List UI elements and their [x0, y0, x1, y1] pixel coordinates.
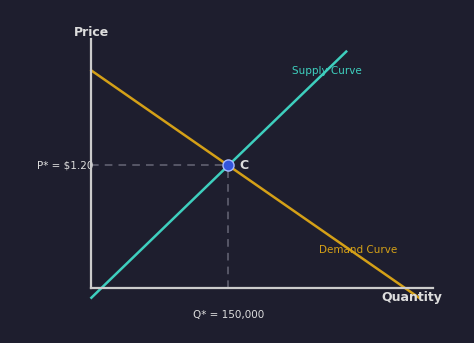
Text: P* = $1.20: P* = $1.20: [37, 161, 93, 170]
Text: Demand Curve: Demand Curve: [319, 245, 397, 256]
Text: Supply Curve: Supply Curve: [292, 66, 361, 75]
Text: C: C: [240, 159, 249, 172]
Text: Price: Price: [74, 26, 109, 39]
Text: Q* = 150,000: Q* = 150,000: [193, 310, 264, 320]
Text: Quantity: Quantity: [381, 291, 442, 304]
